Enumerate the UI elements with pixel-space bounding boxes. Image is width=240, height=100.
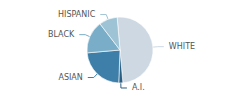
svg-text:WHITE: WHITE [169,42,195,51]
svg-text:HISPANIC: HISPANIC [58,10,96,19]
svg-text:BLACK: BLACK [48,30,75,39]
svg-text:ASIAN: ASIAN [58,73,82,82]
svg-text:A.I.: A.I. [132,83,145,92]
